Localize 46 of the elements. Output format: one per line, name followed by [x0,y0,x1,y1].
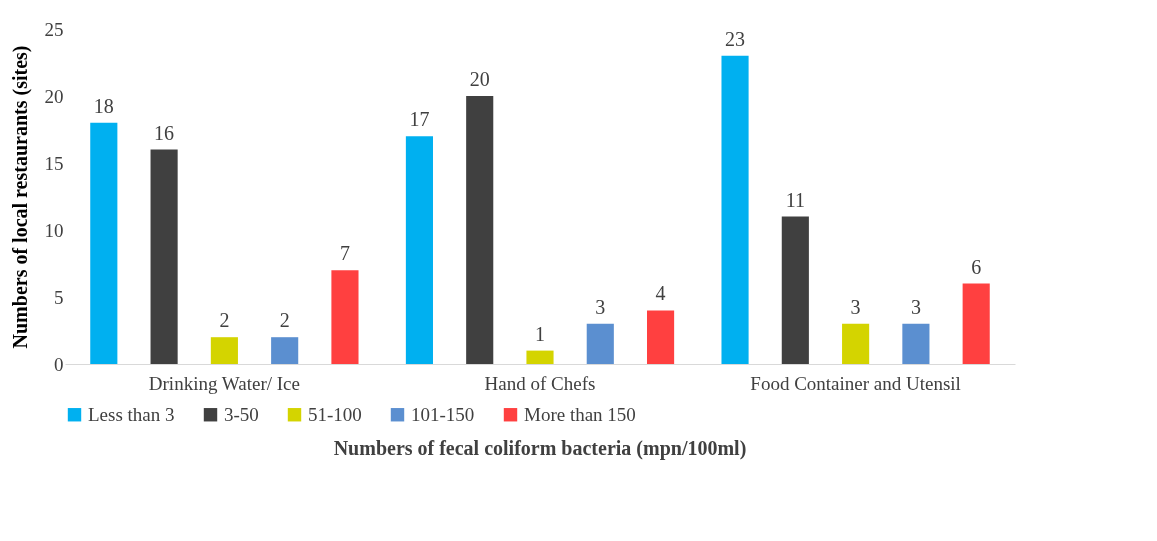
bar [781,216,809,364]
x-tick-label: Drinking Water/ Ice [148,372,300,394]
data-label: 2 [279,309,290,332]
data-label: 16 [154,121,175,144]
legend-label: Less than 3 [88,403,175,425]
data-label: 23 [725,27,746,50]
bar [150,149,178,364]
legend-label: More than 150 [524,403,636,425]
legend-label: 3-50 [224,403,259,425]
bar [962,283,990,364]
bar [210,337,238,364]
bar [842,323,870,364]
data-label: 1 [535,322,545,345]
x-tick-label: Food Container and Utensil [750,372,961,394]
bar [331,270,359,364]
bar [586,323,614,364]
bar [721,55,749,364]
y-tick-label: 5 [54,286,64,308]
y-axis-title: Numbers of local restaurants (sites) [8,45,32,349]
data-label: 4 [655,282,666,305]
legend-label: 51-100 [308,403,362,425]
data-label: 3 [850,295,861,318]
data-label: 11 [785,188,805,211]
y-tick-label: 10 [44,219,64,241]
bar [902,323,930,364]
bar [526,350,554,364]
bar [466,96,494,364]
data-label: 17 [409,108,430,131]
data-label: 7 [339,242,350,265]
y-tick-label: 25 [44,18,64,40]
data-label: 2 [219,309,230,332]
x-axis-title: Numbers of fecal coliform bacteria (mpn/100ml) [333,437,747,460]
data-label: 3 [595,295,606,318]
data-label: 18 [93,94,114,117]
bar [647,310,675,364]
legend-label: 101-150 [411,403,475,425]
bar [405,136,433,364]
bar [90,122,118,364]
data-label: 3 [910,295,921,318]
y-tick-label: 0 [54,353,64,375]
data-label: 6 [971,255,982,278]
x-tick-label: Hand of Chefs [484,372,596,394]
bar [271,337,299,364]
data-label: 20 [469,68,490,90]
y-tick-label: 15 [44,152,64,174]
y-tick-label: 20 [44,85,64,107]
